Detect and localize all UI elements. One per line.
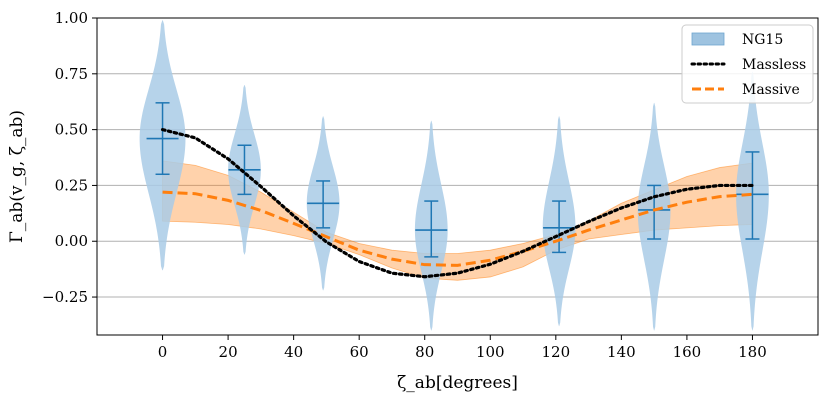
x-tick-label: 60 bbox=[350, 343, 369, 361]
x-tick-label: 0 bbox=[158, 343, 168, 361]
x-tick-label: 20 bbox=[219, 343, 238, 361]
legend-label-massless: Massless bbox=[742, 57, 806, 73]
x-tick-label: 120 bbox=[541, 343, 570, 361]
legend: NG15 Massless Massive bbox=[681, 24, 814, 104]
x-tick-label: 100 bbox=[476, 343, 505, 361]
x-tick-label: 180 bbox=[738, 343, 767, 361]
x-tick-label: 160 bbox=[673, 343, 702, 361]
legend-label-massive: Massive bbox=[742, 82, 800, 98]
x-tick-label: 140 bbox=[607, 343, 636, 361]
y-tick-label: 0.75 bbox=[55, 65, 88, 83]
y-tick-label: 1.00 bbox=[55, 9, 88, 27]
axis-ticks: −0.25 0.00 0.25 0.50 0.75 1.00 0 20 40 60 80 100 120… bbox=[42, 9, 767, 361]
x-tick-label: 40 bbox=[284, 343, 303, 361]
x-tick-label: 80 bbox=[415, 343, 434, 361]
y-tick-label: 0.00 bbox=[55, 232, 88, 250]
y-tick-label: 0.50 bbox=[55, 121, 88, 139]
legend-swatch-ng15 bbox=[691, 32, 725, 46]
legend-label-ng15: NG15 bbox=[742, 32, 783, 48]
massless-curve bbox=[160, 128, 755, 279]
massive-curve bbox=[162, 190, 753, 267]
y-tick-label: −0.25 bbox=[42, 288, 88, 306]
x-axis-label: ζ_ab[degrees] bbox=[397, 373, 518, 393]
y-axis-label: Γ_ab(v_g, ζ_ab) bbox=[7, 110, 27, 243]
model-curves bbox=[160, 128, 755, 279]
y-tick-label: 0.25 bbox=[55, 176, 88, 194]
plot-frame bbox=[96, 17, 819, 336]
ng15-violins bbox=[139, 20, 769, 331]
